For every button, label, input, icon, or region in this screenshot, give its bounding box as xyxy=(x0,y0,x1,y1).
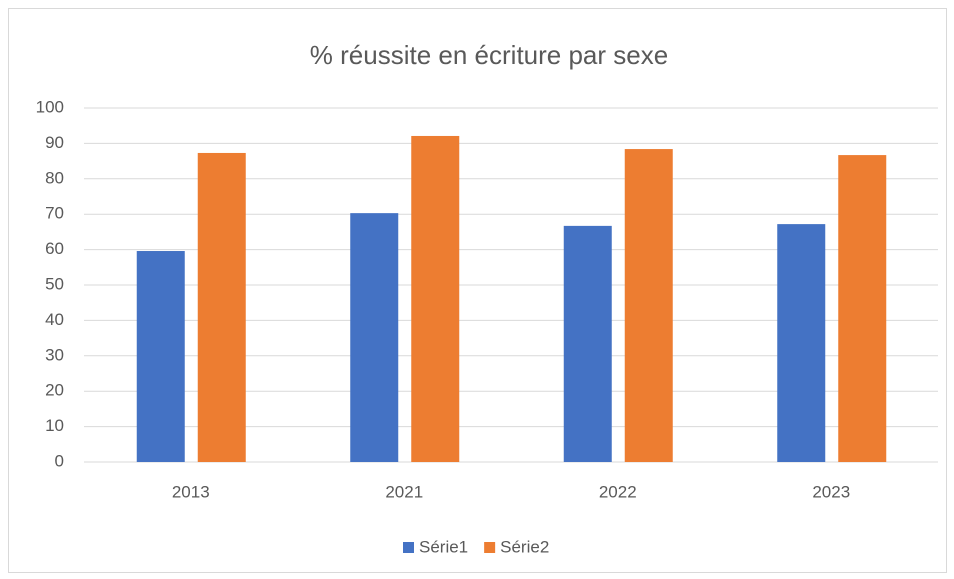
legend-swatch xyxy=(484,542,496,553)
bar xyxy=(563,225,612,462)
y-tick-label: 0 xyxy=(55,451,64,470)
bar xyxy=(136,251,185,462)
y-tick-label: 90 xyxy=(45,133,64,152)
y-tick-label: 60 xyxy=(45,239,64,258)
bar xyxy=(777,224,826,462)
bar xyxy=(838,155,887,462)
y-tick-label: 10 xyxy=(45,416,64,435)
bar xyxy=(197,152,246,462)
x-tick-label: 2021 xyxy=(385,482,423,501)
legend-swatch xyxy=(403,542,414,553)
y-tick-label: 70 xyxy=(45,204,64,223)
y-tick-label: 80 xyxy=(45,168,64,187)
y-tick-label: 40 xyxy=(45,310,64,329)
y-tick-label: 20 xyxy=(45,381,64,400)
bar xyxy=(624,149,673,462)
bar xyxy=(350,213,399,462)
chart-title: % réussite en écriture par sexe xyxy=(310,40,668,70)
y-tick-label: 100 xyxy=(36,97,64,116)
legend-label: Série1 xyxy=(419,537,468,556)
x-tick-label: 2022 xyxy=(599,482,637,501)
y-tick-label: 50 xyxy=(45,274,64,293)
x-tick-label: 2023 xyxy=(812,482,850,501)
y-tick-label: 30 xyxy=(45,345,64,364)
x-tick-label: 2013 xyxy=(172,482,210,501)
legend-label: Série2 xyxy=(500,537,549,556)
bar xyxy=(411,135,460,462)
